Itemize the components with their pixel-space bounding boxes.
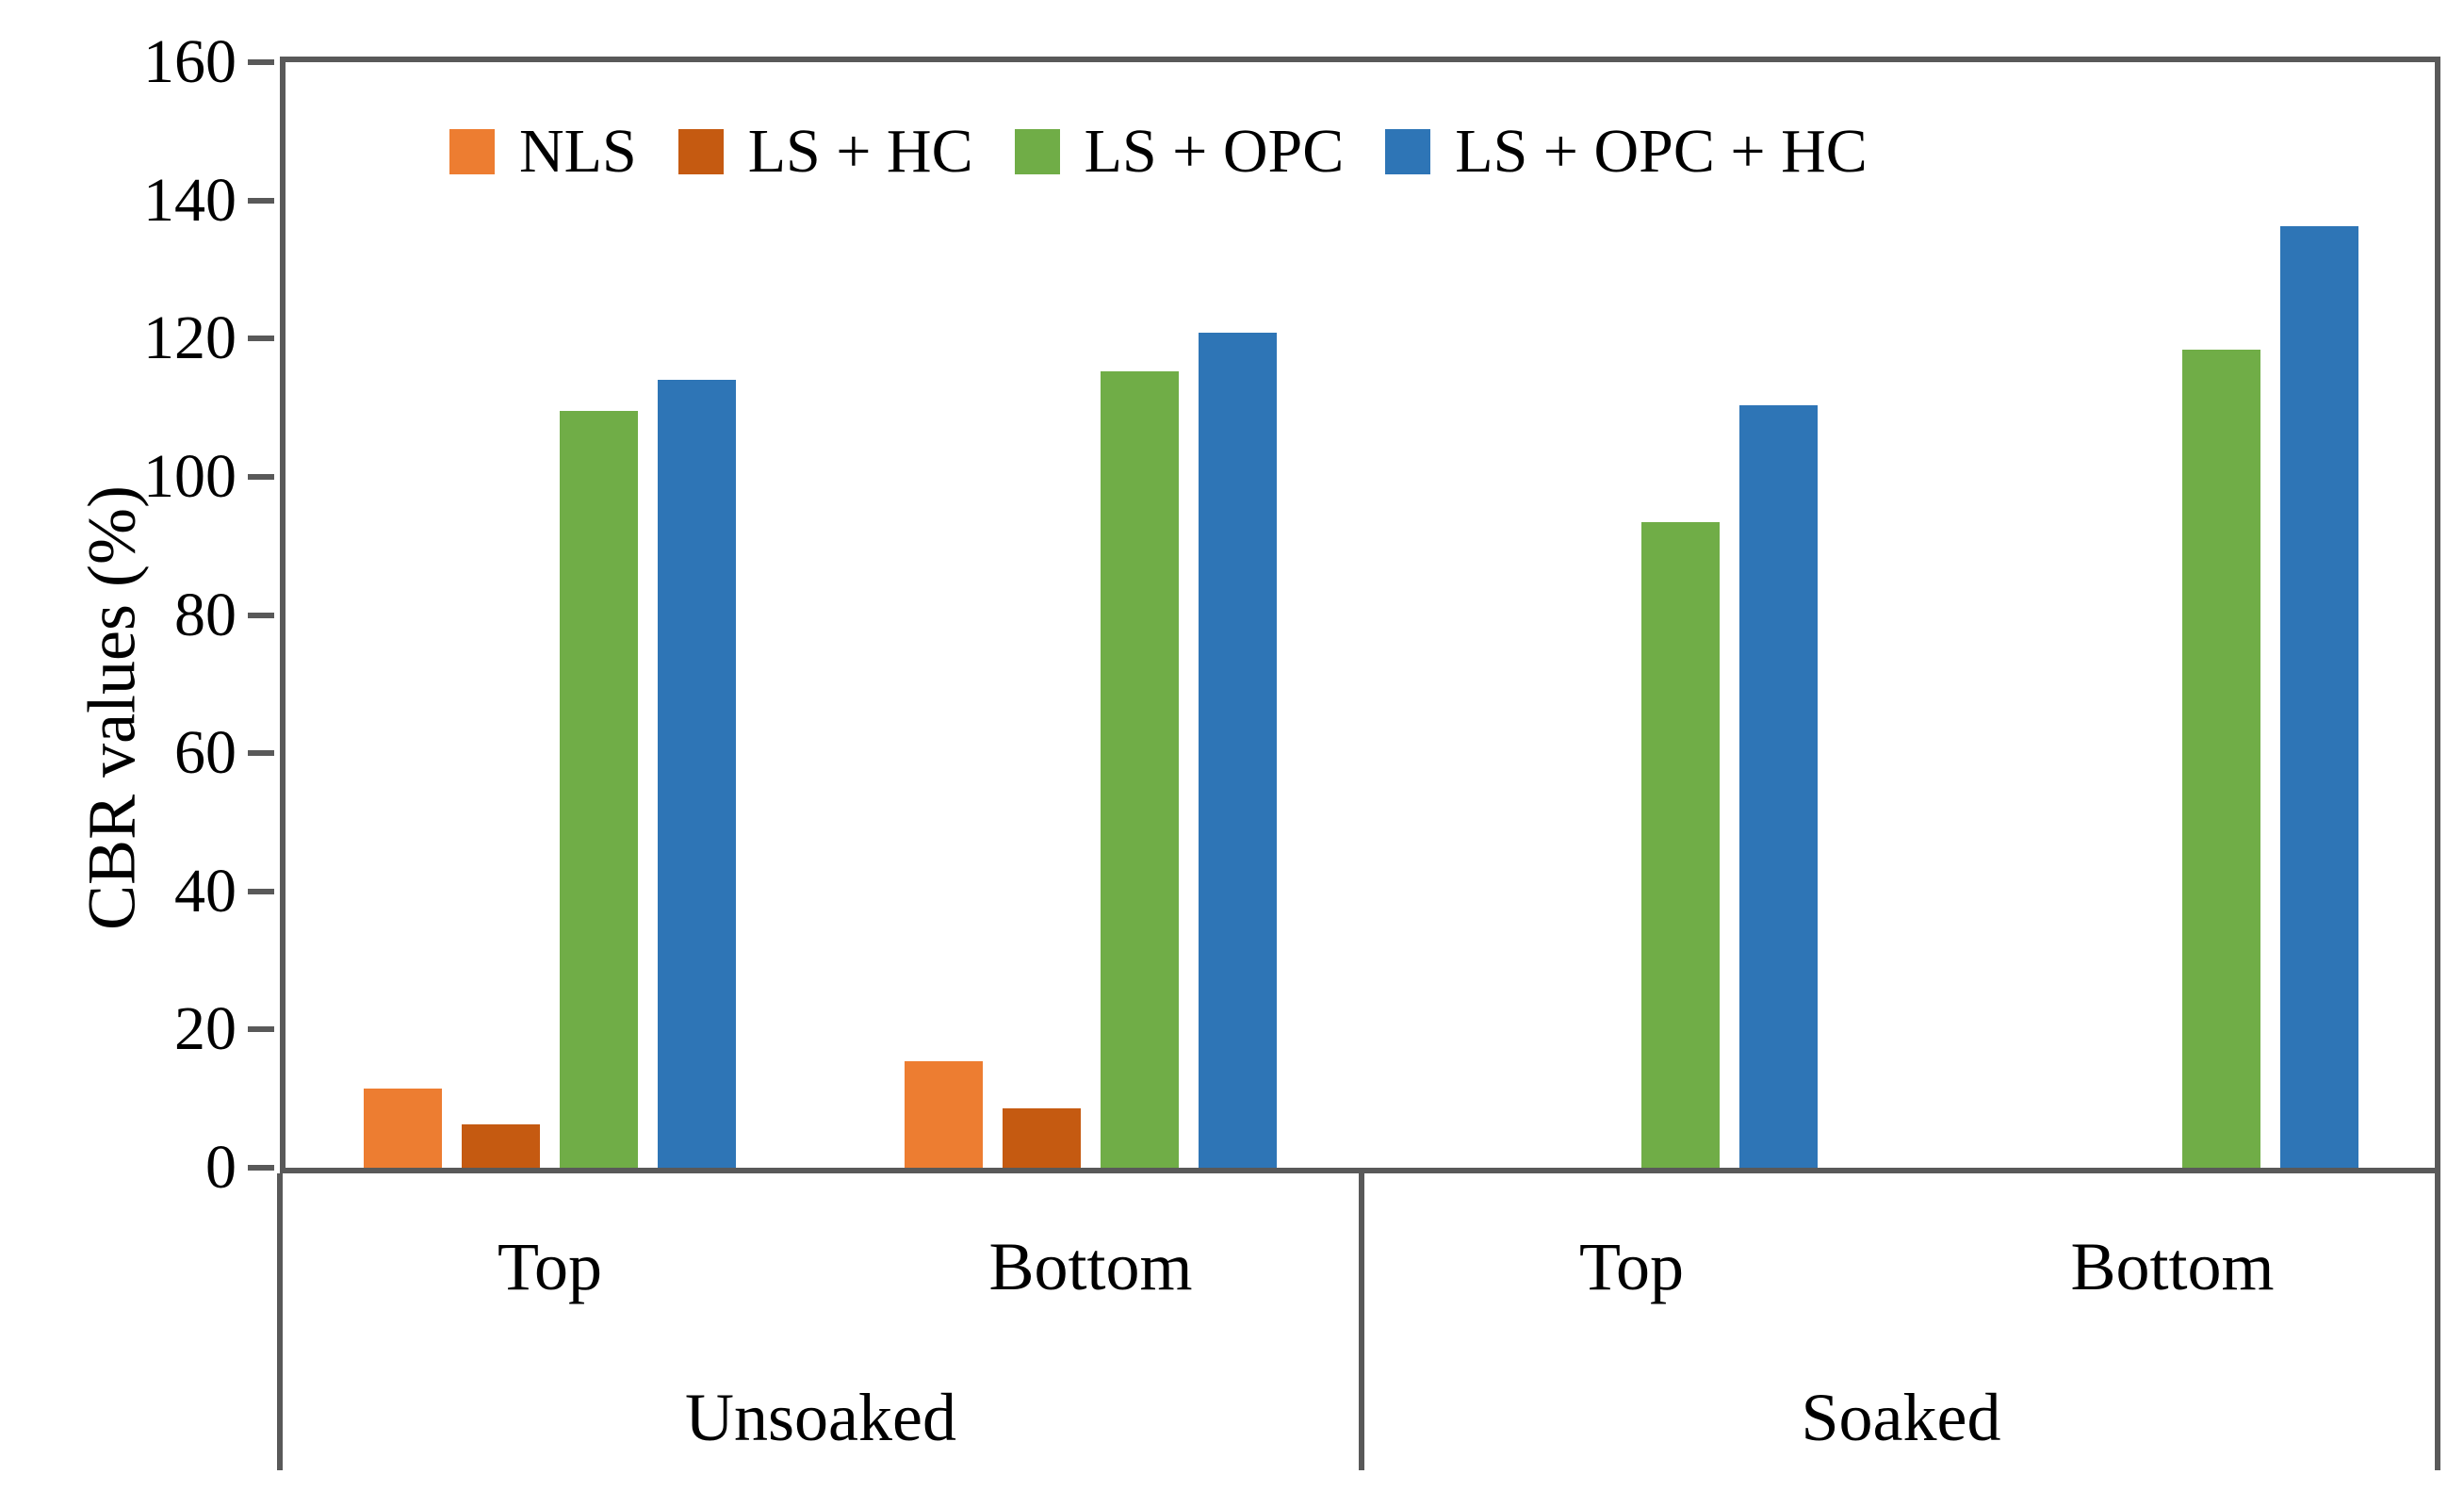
bar <box>2182 349 2260 1168</box>
bar <box>1003 1107 1081 1168</box>
y-axis-tick-label: 100 <box>143 441 237 511</box>
legend-label: LS + OPC + HC <box>1455 117 1868 186</box>
y-axis-tick-label: 140 <box>143 165 237 235</box>
category-divider <box>277 1173 283 1470</box>
category-label: Bottom <box>988 1229 1193 1304</box>
bar <box>2280 226 2358 1168</box>
legend-item: LS + OPC <box>1014 117 1345 186</box>
y-axis-tick-label: 120 <box>143 303 237 373</box>
y-axis-tick-label: 0 <box>205 1133 237 1202</box>
y-axis-tick <box>248 1026 274 1033</box>
bar-group-soaked-top <box>1445 404 1818 1168</box>
y-axis-tick-label: 20 <box>174 994 237 1064</box>
y-axis-tick <box>248 59 274 65</box>
y-axis-tick <box>248 612 274 618</box>
category-group-label: Unsoaked <box>685 1380 956 1455</box>
legend-label: LS + HC <box>747 117 973 186</box>
category-label: Top <box>1579 1229 1684 1304</box>
legend-label: LS + OPC <box>1084 117 1345 186</box>
plot-area: CBR values (%) NLS LS + HC LS + OPC LS + OP… <box>74 28 2440 1202</box>
category-divider <box>1358 1173 1364 1470</box>
bar-group-soaked-bottom <box>1986 226 2358 1168</box>
legend-swatch-icon <box>677 129 724 174</box>
y-axis-tick <box>248 336 274 342</box>
legend-item: NLS <box>449 121 637 183</box>
bar <box>462 1123 540 1168</box>
legend-item: LS + OPC + HC <box>1385 121 1868 183</box>
legend: NLS LS + HC LS + OPC LS + OPC + HC <box>449 121 1868 183</box>
bar <box>1739 404 1818 1168</box>
y-axis-tick-label: 160 <box>143 27 237 96</box>
legend-label: NLS <box>519 117 637 186</box>
bar <box>364 1088 442 1168</box>
category-divider <box>2435 1173 2440 1470</box>
y-axis-tick <box>248 1165 274 1171</box>
y-axis-tick <box>248 473 274 480</box>
bar <box>1101 371 1179 1168</box>
legend-swatch-icon <box>1014 129 1060 174</box>
y-axis-tick-label: 80 <box>174 580 237 649</box>
y-axis-tick <box>248 888 274 894</box>
legend-swatch-icon <box>1385 129 1431 174</box>
y-axis-tick-label: 60 <box>174 718 237 788</box>
bar <box>905 1061 983 1168</box>
x-axis-label-area: Top Bottom Top Bottom Unsoaked Soaked <box>0 1173 2464 1491</box>
bar <box>658 380 736 1168</box>
y-axis-tick <box>248 197 274 204</box>
category-label: Bottom <box>2070 1229 2275 1304</box>
y-axis-tick <box>248 750 274 757</box>
bar-group-unsoaked-bottom <box>905 333 1277 1168</box>
legend-item: LS + HC <box>677 117 973 186</box>
bar-group-unsoaked-top <box>364 380 736 1168</box>
bar <box>1641 522 1720 1168</box>
legend-swatch-icon <box>449 129 495 174</box>
category-label: Top <box>498 1229 602 1304</box>
y-axis-tick-label: 40 <box>174 856 237 926</box>
category-group-label: Soaked <box>1801 1380 2001 1455</box>
bar <box>1199 333 1277 1168</box>
bar <box>560 411 638 1168</box>
